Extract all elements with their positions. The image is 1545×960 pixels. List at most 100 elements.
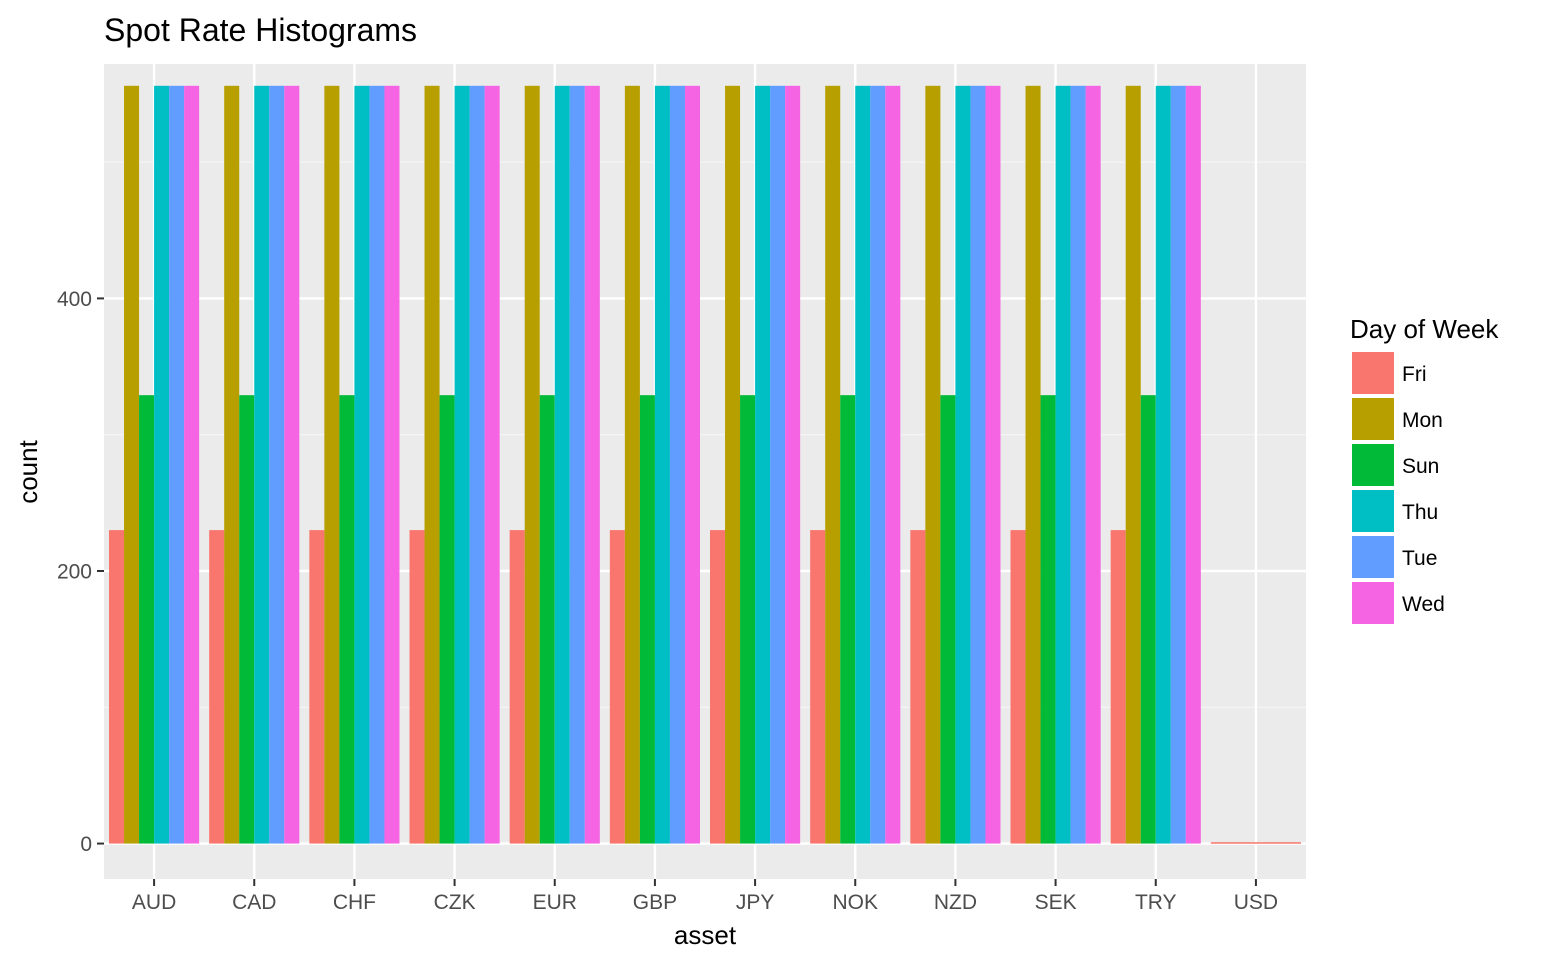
bar-try-tue	[1170, 85, 1186, 844]
legend-key-tue	[1352, 536, 1394, 578]
legend: Day of Week Fri Mon Sun Thu Tue Wed	[1350, 314, 1499, 624]
bar-try-thu	[1155, 85, 1171, 844]
bar-sek-mon	[1025, 85, 1041, 844]
x-tick-label: NZD	[934, 891, 977, 914]
bar-nok-wed	[885, 85, 901, 844]
x-tick-label: SEK	[1035, 891, 1077, 914]
y-tick-label: 0	[80, 833, 92, 856]
bar-try-wed	[1185, 85, 1201, 844]
bar-aud-wed	[184, 85, 200, 844]
bar-try-mon	[1125, 85, 1141, 844]
bar-nok-fri	[810, 530, 826, 844]
bar-aud-sun	[139, 395, 155, 844]
legend-label-thu: Thu	[1402, 501, 1438, 524]
x-tick-label: USD	[1234, 891, 1278, 914]
x-axis-title: asset	[674, 920, 737, 950]
bar-eur-tue	[569, 85, 585, 844]
y-tick-label: 200	[57, 560, 92, 583]
x-tick-label: TRY	[1135, 891, 1177, 914]
bars	[109, 85, 1301, 844]
bar-nok-tue	[870, 85, 886, 844]
legend-label-sun: Sun	[1402, 455, 1439, 478]
bar-gbp-wed	[684, 85, 700, 844]
y-axis: 0 200 400	[57, 288, 104, 856]
y-axis-title: count	[13, 439, 43, 503]
bar-cad-mon	[224, 85, 240, 844]
x-tick-label: CAD	[232, 891, 276, 914]
bar-sek-fri	[1010, 530, 1026, 844]
bar-cad-sun	[239, 395, 255, 844]
bar-nzd-fri	[910, 530, 926, 844]
bar-czk-tue	[469, 85, 485, 844]
x-tick-label: CZK	[434, 891, 476, 914]
legend-key-fri	[1352, 352, 1394, 394]
bar-gbp-sun	[639, 395, 655, 844]
legend-key-sun	[1352, 444, 1394, 486]
bar-cad-fri	[209, 530, 225, 844]
bar-eur-thu	[554, 85, 570, 844]
bar-jpy-tue	[770, 85, 786, 844]
bar-jpy-sun	[740, 395, 756, 844]
bar-chf-sun	[339, 395, 355, 844]
bar-sek-thu	[1055, 85, 1071, 844]
bar-czk-wed	[484, 85, 500, 844]
bar-sek-tue	[1070, 85, 1086, 844]
bar-czk-thu	[454, 85, 470, 844]
bar-nzd-tue	[970, 85, 986, 844]
bar-chf-mon	[324, 85, 340, 844]
bar-czk-sun	[439, 395, 455, 844]
bar-eur-wed	[584, 85, 600, 844]
bar-usd-fri	[1210, 842, 1301, 844]
bar-jpy-thu	[755, 85, 771, 844]
bar-jpy-fri	[710, 530, 726, 844]
legend-label-mon: Mon	[1402, 409, 1443, 432]
bar-aud-mon	[124, 85, 140, 844]
bar-czk-fri	[409, 530, 425, 844]
bar-eur-sun	[539, 395, 555, 844]
bar-chf-wed	[384, 85, 400, 844]
x-tick-label: NOK	[832, 891, 878, 914]
bar-nzd-thu	[955, 85, 971, 844]
bar-cad-thu	[254, 85, 270, 844]
legend-key-mon	[1352, 398, 1394, 440]
bar-sek-sun	[1040, 395, 1056, 844]
bar-jpy-mon	[725, 85, 741, 844]
x-tick-label: AUD	[132, 891, 176, 914]
bar-aud-fri	[109, 530, 125, 844]
legend-key-wed	[1352, 582, 1394, 624]
bar-try-fri	[1110, 530, 1126, 844]
bar-nok-thu	[855, 85, 871, 844]
plot-panel	[104, 64, 1306, 879]
bar-nok-mon	[825, 85, 841, 844]
y-tick-label: 400	[57, 288, 92, 311]
legend-label-fri: Fri	[1402, 363, 1427, 386]
bar-eur-mon	[524, 85, 540, 844]
bar-gbp-thu	[654, 85, 670, 844]
bar-nzd-mon	[925, 85, 941, 844]
x-tick-label: EUR	[533, 891, 577, 914]
bar-sek-wed	[1085, 85, 1101, 844]
bar-gbp-fri	[609, 530, 625, 844]
x-tick-label: GBP	[633, 891, 677, 914]
bar-gbp-tue	[669, 85, 685, 844]
x-tick-label: JPY	[736, 891, 775, 914]
bar-chf-tue	[369, 85, 385, 844]
bar-chf-fri	[309, 530, 325, 844]
legend-label-wed: Wed	[1402, 593, 1445, 616]
x-tick-label: CHF	[333, 891, 376, 914]
bar-aud-thu	[154, 85, 170, 844]
legend-label-tue: Tue	[1402, 547, 1437, 570]
legend-title: Day of Week	[1350, 314, 1499, 344]
bar-chf-thu	[354, 85, 370, 844]
bar-nzd-wed	[985, 85, 1001, 844]
bar-nok-sun	[840, 395, 856, 844]
chart-title: Spot Rate Histograms	[104, 12, 417, 48]
legend-key-thu	[1352, 490, 1394, 532]
bar-aud-tue	[169, 85, 185, 844]
bar-jpy-wed	[785, 85, 801, 844]
bar-eur-fri	[509, 530, 525, 844]
bar-cad-wed	[284, 85, 300, 844]
x-axis: AUD CAD CHF CZK EUR GBP JPY NOK NZD SEK TRY USD	[132, 879, 1278, 914]
bar-nzd-sun	[940, 395, 956, 844]
